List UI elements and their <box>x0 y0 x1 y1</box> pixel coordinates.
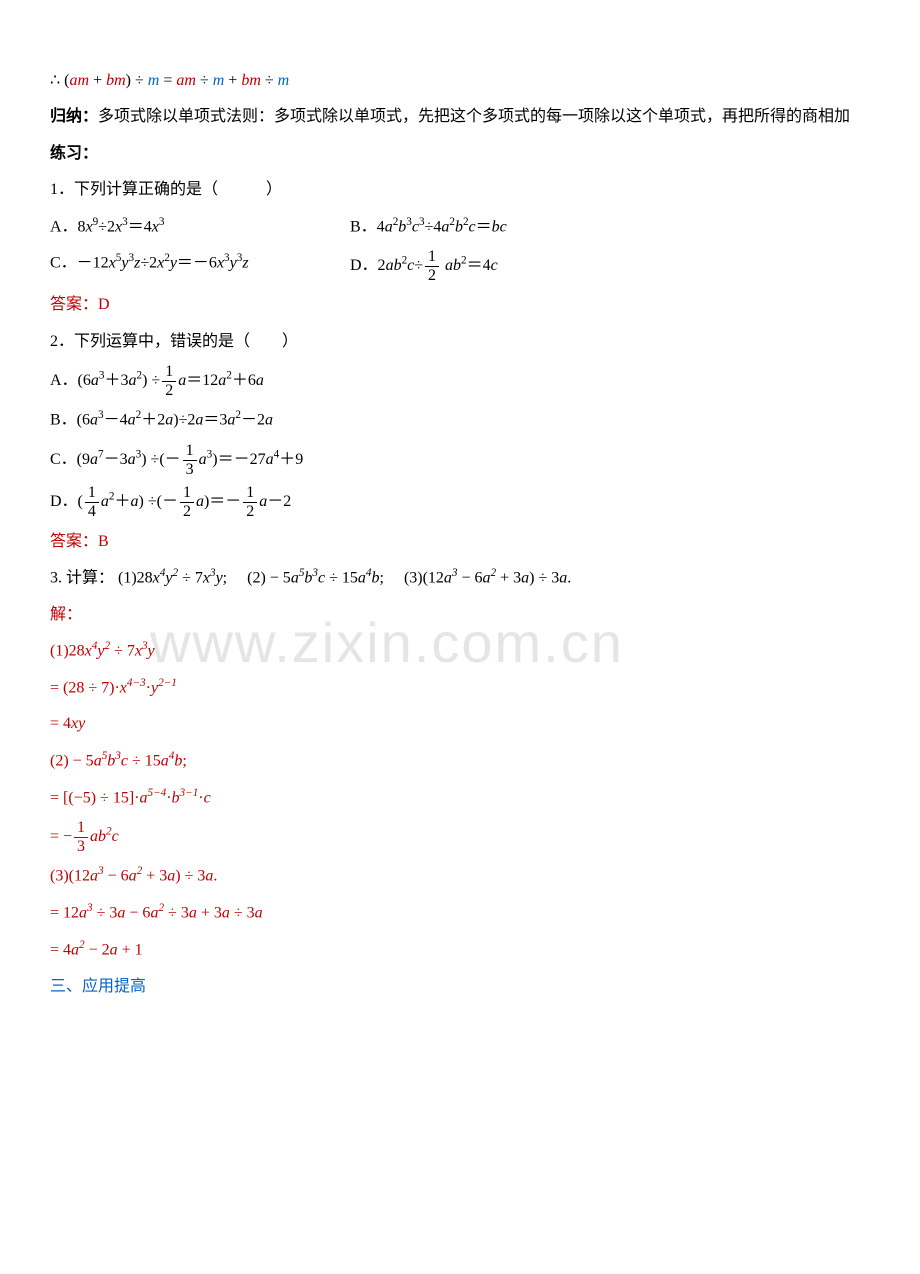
sol-3-2: = 12a3 ÷ 3a − 6a2 ÷ 3a + 3a ÷ 3a <box>50 898 870 929</box>
sol-1-1: (1)28x4y2 ÷ 7x3y <box>50 636 870 667</box>
page-content: ∴ (am + bm) ÷ m = am ÷ m + bm ÷ m 归纳：多项式… <box>50 66 870 1002</box>
sol-3-1: (3)(12a3 − 6a2 + 3a) ÷ 3a. <box>50 861 870 892</box>
answer-2: 答案：B <box>50 527 870 557</box>
q1-row2: C．－12x5y3z÷2x2y＝－6x3y3z D．2ab2c÷12 ab2＝4… <box>50 248 870 284</box>
sol-1-2: = (28 ÷ 7)·x4−3·y2−1 <box>50 673 870 704</box>
q3-stem: 3. 计算： (1)28x4y2 ÷ 7x3y; (2) − 5a5b3c ÷ … <box>50 563 870 594</box>
q2-opt-a: A．(6a3＋3a2) ÷12a＝12a2＋6a <box>50 363 870 399</box>
guina-rule: 归纳：多项式除以单项式法则：多项式除以单项式，先把这个多项式的每一项除以这个单项… <box>50 102 870 132</box>
equation-1: ∴ (am + bm) ÷ m = am ÷ m + bm ÷ m <box>50 66 870 96</box>
q2-opt-b: B．(6a3－4a2＋2a)÷2a＝3a2－2a <box>50 405 870 436</box>
answer-1: 答案：D <box>50 290 870 320</box>
q1-stem: 1．下列计算正确的是（ ） <box>50 175 870 205</box>
q2-opt-d: D．(14a2＋a) ÷(－12a)＝－12a－2 <box>50 484 870 520</box>
practice-header: 练习： <box>50 139 870 169</box>
sol-2-3: = −13ab2c <box>50 819 870 855</box>
sol-2-2: = [(−5) ÷ 15]·a5−4·b3−1·c <box>50 783 870 814</box>
solution-label: 解： <box>50 600 870 630</box>
sol-1-3: = 4xy <box>50 709 870 739</box>
sol-2-1: (2) − 5a5b3c ÷ 15a4b; <box>50 746 870 777</box>
sol-3-3: = 4a2 − 2a + 1 <box>50 935 870 966</box>
q2-stem: 2．下列运算中，错误的是（ ） <box>50 327 870 357</box>
section-3-header: 三、应用提高 <box>50 972 870 1002</box>
q1-row1: A．8x9÷2x3＝4x3 B．4a2b3c3÷4a2b2c＝bc <box>50 212 870 243</box>
q2-opt-c: C．(9a7－3a3) ÷(－13a3)＝－27a4＋9 <box>50 442 870 478</box>
